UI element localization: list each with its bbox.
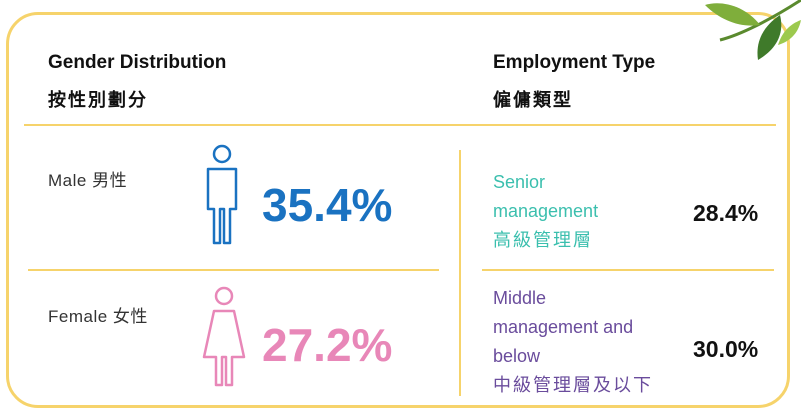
employment-title: Employment Type (493, 52, 655, 74)
label-line: below (493, 342, 653, 371)
middle-label: Middle management and below 中級管理層及以下 (493, 284, 653, 400)
divider (28, 269, 439, 271)
gender-title: Gender Distribution (48, 52, 226, 74)
male-value: 35.4% (262, 178, 392, 232)
gender-title-zh: 按性別劃分 (48, 86, 148, 112)
middle-value: 30.0% (693, 336, 758, 363)
female-label: Female 女性 (48, 302, 148, 327)
senior-label: Senior management 高級管理層 (493, 168, 598, 255)
divider (482, 269, 774, 271)
divider (459, 150, 461, 396)
infographic: Gender Distribution 按性別劃分 Employment Typ… (0, 0, 801, 420)
label-line: 中級管理層及以下 (493, 371, 653, 400)
divider (24, 124, 776, 126)
male-icon (200, 143, 244, 247)
female-value: 27.2% (262, 318, 392, 372)
label-line: Senior (493, 168, 598, 197)
male-label: Male 男性 (48, 166, 127, 191)
female-icon (200, 285, 248, 389)
senior-value: 28.4% (693, 200, 758, 227)
label-line: management and (493, 313, 653, 342)
label-line: 高級管理層 (493, 226, 598, 255)
leaf-decoration (700, 0, 801, 70)
employment-title-zh: 僱傭類型 (493, 86, 573, 112)
label-line: management (493, 197, 598, 226)
label-line: Middle (493, 284, 653, 313)
